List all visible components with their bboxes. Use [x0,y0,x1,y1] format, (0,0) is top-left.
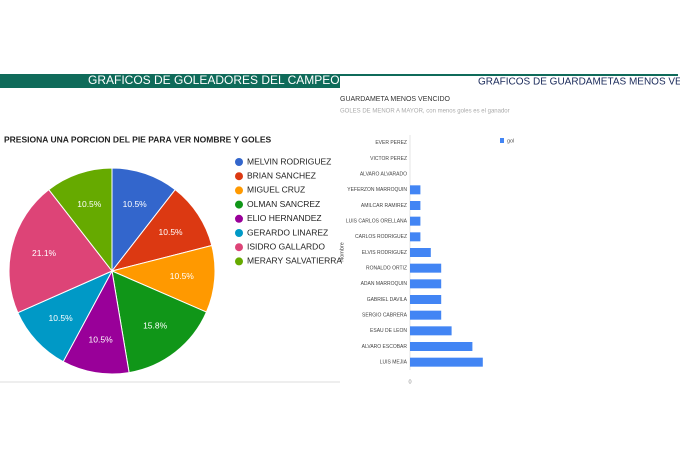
y-tick-label: YEFERZON MARROQUIN [347,187,407,193]
y-tick-label: EVER PEREZ [375,140,407,146]
pie-slice [110,188,213,272]
legend-label: ELIO HERNANDEZ [247,213,322,223]
y-tick-label: GABRIEL DAVILA [367,297,408,303]
header: GRAFICOS DE GUARDAMETAS MENOS VENCIDO [478,77,680,88]
pie-slice [48,167,113,273]
legend-label: BRIAN SANCHEZ [247,170,316,180]
legend-label: gol [507,138,514,144]
y-axis-label: Nombre [339,242,345,262]
bar [410,326,452,336]
data-label: 21.1% [32,248,57,258]
legend-marker [235,200,243,209]
bar [410,216,421,226]
legend-label: ISIDRO GALLARDO [247,241,325,251]
y-tick-label: RONALDO ORTIZ [366,265,407,271]
pie-slice [111,270,208,374]
x-tick-label: 0 [408,379,411,385]
header-bar [0,74,340,88]
bar [410,357,483,367]
data-label: 10.5% [123,199,148,209]
y-tick-label: ELVIS RODRIGUEZ [362,250,407,256]
data-label: 10.5% [49,313,74,323]
y-tick-label: ALVARO ALVARADO [360,171,407,177]
bar [410,279,442,289]
data-label: 10.5% [77,199,102,209]
bar [410,232,421,242]
legend-marker [235,243,243,252]
header-bar [340,74,678,76]
legend-label: GERARDO LINAREZ [247,227,328,237]
y-tick-label: ALVARO ESCOBAR [362,344,408,350]
y-tick-label: AMILCAR RAMIREZ [361,203,407,209]
legend-label: MERARY SALVATIERRA [247,256,342,266]
pie-slice [110,244,216,313]
bar [410,295,442,304]
y-tick-label: ADAN MARROQUIN [361,281,408,287]
legend-label: MELVIN RODRIGUEZ [247,156,331,166]
bar [410,310,442,320]
pie-slice [111,167,176,273]
y-tick-label: LUIS MEJIA [380,359,408,365]
y-tick-label: CARLOS RODRIGUEZ [355,234,407,240]
data-label: 15.8% [143,320,168,330]
legend-label: OLMAN SANCREZ [247,199,320,209]
legend-marker [235,158,243,166]
legend-label: MIGUEL CRUZ [247,185,305,195]
pie-slice [8,188,113,314]
header: GRAFICOS DE GOLEADORES DEL CAMPEONAT [88,73,363,87]
data-label: 10.5% [170,271,195,281]
bar [410,263,442,273]
y-tick-label: SERGIO CABRERA [362,312,408,318]
legend-marker [235,257,243,266]
pie-slice [17,269,114,363]
bar [410,185,421,195]
y-tick-label: ESAU DE LEON [370,328,407,334]
legend-marker [235,186,243,195]
legend-marker [235,229,243,237]
chart-subtitle: GOLES DE MENOR A MAYOR, con menos goles … [340,109,510,115]
data-label: 10.5% [159,227,184,237]
pie-slice [62,269,130,375]
bar [410,248,431,257]
y-tick-label: LUIS CARLOS ORELLANA [346,218,408,224]
legend-marker [235,214,243,223]
legend-marker [235,172,243,181]
chart-title: GUARDAMETA MENOS VENCIDO [340,96,450,103]
bar [410,201,421,210]
y-tick-label: VICTOR PEREZ [370,156,407,162]
legend-marker [500,138,504,143]
bar [410,342,473,351]
data-label: 10.5% [89,334,114,344]
chart-title: PRESIONA UNA PORCION DEL PIE PARA VER NO… [4,134,271,144]
